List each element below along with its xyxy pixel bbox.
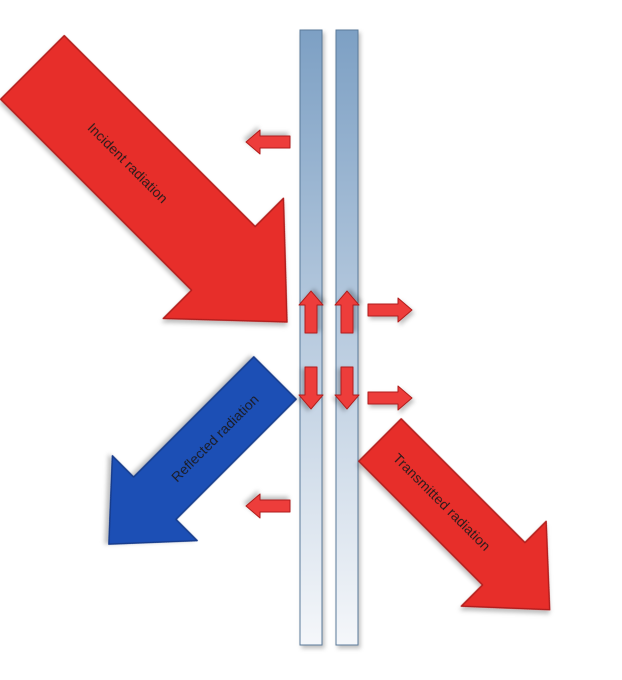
small-arrow-emit-right-lower [368, 386, 412, 410]
reflected-arrow: Reflected radiation [66, 336, 317, 587]
glass-pane-left [300, 30, 322, 645]
small-arrow-emit-left-upper [246, 130, 290, 154]
glass-pane-right [336, 30, 358, 645]
incident-arrow: Incident radiation [0, 7, 347, 382]
small-arrow-emit-left-lower [246, 494, 290, 518]
transmitted-arrow: Transmitted radiation [338, 398, 593, 653]
small-arrow-emit-right-upper [368, 298, 412, 322]
